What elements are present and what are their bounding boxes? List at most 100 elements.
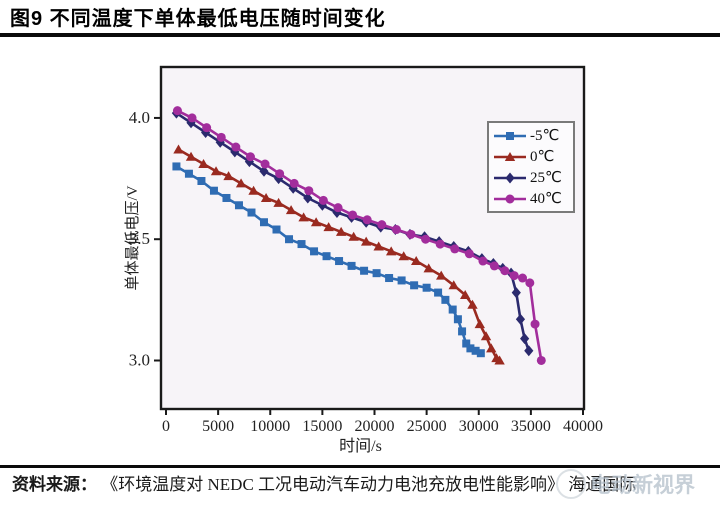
marker-triangle	[310, 217, 322, 227]
marker-circle	[289, 178, 299, 188]
marker-circle	[202, 123, 212, 133]
marker-circle	[377, 220, 387, 230]
marker-triangle	[385, 246, 397, 256]
marker-square	[184, 169, 193, 178]
marker-triangle	[260, 192, 272, 202]
marker-square	[441, 295, 450, 304]
legend-marker-icon	[494, 131, 526, 140]
x-tick-label: 5000	[202, 418, 234, 435]
marker-square	[222, 193, 231, 202]
marker-square	[458, 327, 467, 336]
legend-marker-icon	[494, 172, 526, 183]
marker-circle	[509, 271, 519, 281]
marker-triangle	[467, 299, 478, 309]
marker-circle	[260, 159, 270, 169]
marker-circle	[391, 225, 401, 235]
legend-label: -5℃	[530, 128, 560, 144]
legend-label: 25℃	[530, 170, 562, 186]
marker-square	[310, 247, 319, 256]
marker-circle	[318, 195, 328, 205]
source-text: 《环境温度对 NEDC 工况电动汽车动力电池充放电性能影响》 海通国际	[101, 475, 637, 494]
marker-square	[335, 257, 344, 266]
y-tick-label: 3.0	[129, 350, 150, 369]
marker-square	[247, 208, 256, 217]
marker-diamond	[511, 287, 521, 299]
marker-circle	[435, 239, 445, 249]
marker-square	[466, 344, 475, 353]
marker-circle	[530, 319, 540, 329]
figure-title-bar: 图9 不同温度下单体最低电压随时间变化	[0, 0, 720, 37]
marker-square	[259, 218, 268, 227]
marker-square	[322, 252, 331, 261]
marker-triangle	[323, 222, 334, 232]
source-label: 资料来源：	[12, 475, 97, 494]
marker-square	[297, 240, 306, 249]
marker-triangle	[398, 251, 409, 261]
marker-triangle	[486, 343, 497, 353]
legend-item-0: -5℃	[493, 126, 569, 146]
marker-circle	[231, 142, 241, 152]
marker-triangle	[423, 263, 434, 273]
legend-item-2: 25℃	[493, 168, 569, 188]
legend-label: 0℃	[530, 149, 555, 165]
marker-square	[360, 266, 369, 275]
marker-triangle	[198, 159, 209, 169]
x-axis-title: 时间/s	[339, 437, 382, 455]
marker-triangle	[436, 270, 447, 280]
marker-circle	[187, 113, 197, 123]
y-tick-label: 4.0	[129, 108, 150, 127]
marker-circle	[216, 132, 226, 142]
marker-circle	[362, 215, 372, 225]
marker-square	[453, 315, 462, 324]
marker-square	[422, 283, 431, 292]
marker-triangle	[223, 171, 234, 181]
marker-triangle	[185, 151, 197, 161]
marker-circle	[245, 152, 255, 162]
marker-diamond	[259, 165, 269, 177]
legend-item-3: 40℃	[493, 189, 569, 209]
marker-diamond	[515, 313, 526, 325]
marker-circle	[500, 266, 510, 276]
marker-circle	[348, 210, 358, 220]
marker-circle	[275, 169, 285, 179]
marker-triangle	[210, 166, 222, 176]
x-tick-label: 0	[162, 418, 170, 435]
marker-square	[471, 346, 480, 355]
legend-item-1: 0℃	[493, 147, 569, 167]
marker-circle	[421, 234, 431, 244]
y-axis-title: 单体最低电压/V	[124, 185, 141, 290]
marker-triangle	[298, 212, 309, 222]
y-tick-label: 3.5	[129, 229, 150, 248]
x-tick-label: 20000	[355, 418, 395, 435]
marker-square	[285, 235, 294, 244]
chart-legend: -5℃ 0℃ 25℃ 40℃	[487, 121, 575, 213]
marker-diamond	[520, 333, 530, 345]
marker-diamond	[332, 207, 342, 219]
marker-square	[372, 269, 381, 278]
marker-triangle	[480, 331, 492, 341]
chart-area: 0 5000 10000 15000 20000 25000 30000 35000 40000…	[0, 41, 720, 465]
marker-triangle	[248, 185, 259, 195]
marker-triangle	[474, 319, 485, 329]
chart-canvas: 0 5000 10000 15000 20000 25000 30000 35000 40000…	[124, 65, 603, 455]
marker-triangle	[235, 178, 247, 188]
marker-triangle	[494, 355, 505, 365]
x-tick-label: 35000	[511, 418, 551, 435]
marker-triangle	[285, 205, 297, 215]
marker-circle	[478, 256, 488, 266]
marker-triangle	[173, 144, 184, 154]
marker-square	[448, 305, 457, 314]
marker-square	[172, 162, 181, 171]
marker-square	[197, 177, 206, 185]
marker-circle	[518, 273, 528, 283]
marker-triangle	[348, 231, 359, 241]
marker-triangle	[335, 226, 347, 236]
marker-triangle	[448, 280, 459, 290]
marker-diamond	[273, 173, 284, 185]
marker-diamond	[524, 345, 534, 357]
marker-diamond	[303, 192, 313, 204]
x-tick-label: 10000	[250, 418, 290, 435]
marker-circle	[304, 186, 314, 196]
x-tick-label: 40000	[563, 418, 603, 435]
figure-title: 图9 不同温度下单体最低电压随时间变化	[10, 8, 386, 30]
